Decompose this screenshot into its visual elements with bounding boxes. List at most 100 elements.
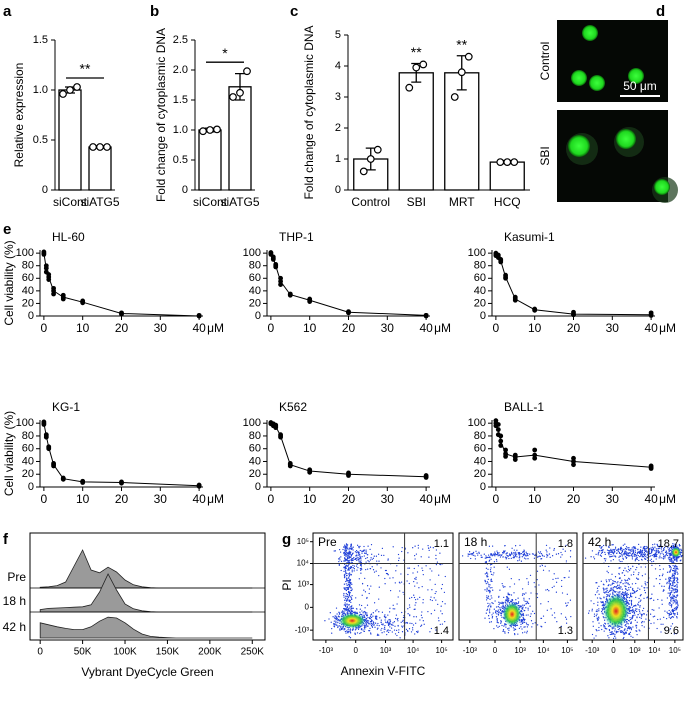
data-point <box>243 67 251 76</box>
x-tick-label: 10³ <box>380 646 392 655</box>
data-point <box>419 60 428 69</box>
x-tick-label: 20 <box>342 492 356 506</box>
data-point <box>59 90 67 98</box>
cell <box>589 75 605 91</box>
y-tick-label: 80 <box>22 260 34 272</box>
data-point <box>359 167 368 176</box>
y-tick-label: 60 <box>474 443 486 455</box>
data-point <box>510 158 519 167</box>
replicate-point <box>648 310 654 316</box>
series-label: 42 h <box>3 620 26 634</box>
image-label: SBI <box>538 146 552 165</box>
y-axis-label: Cell viability (%) <box>2 411 16 496</box>
y-tick-label: 1.5 <box>33 34 48 46</box>
mean-line <box>270 422 427 478</box>
replicate-point <box>43 432 49 438</box>
plot-title: 42 h <box>588 535 611 549</box>
x-tick-label: MRT <box>449 195 475 209</box>
replicate-point <box>498 433 504 439</box>
y-tick-label: 40 <box>22 455 34 467</box>
replicate-point <box>51 460 56 466</box>
y-tick-label: 1.5 <box>173 94 188 106</box>
x-tick-label: 100K <box>113 647 137 658</box>
x-tick-label: 40 <box>192 321 206 335</box>
replicate-point <box>498 438 504 444</box>
cell <box>628 68 644 84</box>
panel-letter: a <box>3 3 12 20</box>
replicate-point <box>80 478 86 484</box>
micrograph <box>557 20 668 102</box>
y-tick-label: 0 <box>42 184 48 196</box>
replicate-point <box>41 249 47 255</box>
replicate-point <box>532 452 538 458</box>
x-tick-label: 0 <box>41 321 48 335</box>
y-tick-label: 2 <box>335 122 341 134</box>
histogram-area <box>39 549 253 589</box>
y-tick-label: 40 <box>22 285 34 297</box>
x-tick-label: 10⁴ <box>537 646 550 655</box>
mean-line <box>495 254 652 316</box>
x-tick-label: siCont <box>193 195 228 209</box>
y-tick-label: 20 <box>22 297 34 309</box>
cell <box>654 179 670 195</box>
data-point <box>103 143 111 151</box>
density-core <box>338 613 366 629</box>
data-point <box>73 83 81 91</box>
x-tick-label: 0 <box>493 492 500 506</box>
panel-letter: d <box>656 3 665 20</box>
replicate-point <box>307 467 313 473</box>
panel-letter: f <box>3 531 9 548</box>
series-label: 18 h <box>3 594 26 608</box>
data-point <box>89 143 97 151</box>
chart-title: KG-1 <box>52 400 80 414</box>
x-tick-label: 40 <box>419 321 433 335</box>
y-tick-label: 1 <box>335 153 341 165</box>
replicate-point <box>60 292 66 298</box>
y-tick-label: 0 <box>255 310 261 322</box>
y-tick-label: 0 <box>28 481 34 493</box>
data-point <box>496 158 505 167</box>
y-tick-label: 100 <box>243 247 261 259</box>
x-tick-label: Control <box>351 195 390 209</box>
data-point <box>450 93 459 101</box>
cell <box>616 129 636 149</box>
y-tick-label: 10⁴ <box>297 559 310 568</box>
panel-letter: b <box>150 3 159 20</box>
x-tick-label: 10³ <box>629 646 641 655</box>
x-tick-label: siATG5 <box>80 195 119 209</box>
bar <box>398 72 434 191</box>
density-core <box>502 602 522 627</box>
y-tick-label: 100 <box>468 417 486 429</box>
data-point <box>373 145 382 154</box>
y-tick-label: 100 <box>243 417 261 429</box>
data-point <box>199 127 207 136</box>
x-tick-label: 10⁵ <box>561 646 573 655</box>
x-unit: μM <box>659 492 676 506</box>
x-axis-label: Vybrant DyeCycle Green <box>81 665 213 679</box>
replicate-point <box>495 427 501 432</box>
replicate-point <box>278 275 283 281</box>
y-tick-label: 60 <box>22 443 34 455</box>
y-tick-label: 40 <box>474 455 486 467</box>
replicate-point <box>196 482 202 488</box>
cell <box>568 135 590 157</box>
x-tick-label: 40 <box>644 321 658 335</box>
x-unit: μM <box>659 321 676 335</box>
cell <box>582 25 598 41</box>
replicate-point <box>532 306 538 312</box>
replicate-point <box>503 447 508 453</box>
x-tick-label: 0 <box>268 321 275 335</box>
x-tick-label: 50K <box>74 647 92 658</box>
replicate-point <box>307 296 313 302</box>
x-tick-label: 0 <box>353 646 358 655</box>
y-tick-label: 4 <box>335 60 341 72</box>
y-tick-label: 80 <box>474 430 486 442</box>
data-point <box>457 68 466 77</box>
y-tick-label: 40 <box>249 285 261 297</box>
chart-title: HL-60 <box>52 230 85 244</box>
x-tick-label: 10 <box>528 492 542 506</box>
x-unit: μM <box>434 492 451 506</box>
replicate-point <box>287 460 293 466</box>
y-tick-label: 0.5 <box>173 154 188 166</box>
